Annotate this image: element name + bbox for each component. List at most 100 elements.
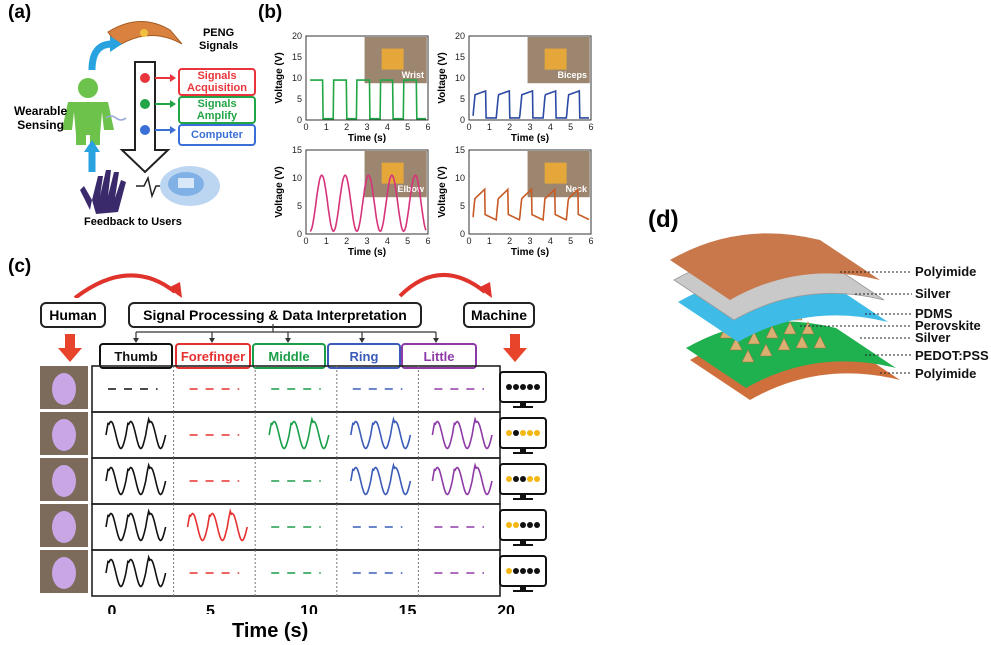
panel-c-label: (c) bbox=[8, 256, 32, 277]
computer-blob-icon bbox=[160, 166, 220, 206]
monitor-dot bbox=[506, 430, 512, 436]
gloved-hand-icon bbox=[52, 511, 76, 543]
green-dot-icon bbox=[140, 99, 150, 109]
gloved-hand-icon bbox=[52, 465, 76, 497]
bending-signal bbox=[105, 416, 167, 450]
ytick-label: 0 bbox=[460, 115, 465, 125]
plot-ylabel: Voltage (V) bbox=[437, 166, 448, 217]
bending-signal bbox=[268, 416, 330, 450]
layer-polyimide-top bbox=[670, 233, 880, 300]
monitor-dot bbox=[534, 384, 540, 390]
xtick-label: 6 bbox=[588, 236, 593, 246]
red-dot-icon bbox=[140, 73, 150, 83]
panel-a-diagram bbox=[62, 21, 220, 214]
ytick-label: 10 bbox=[455, 173, 465, 183]
monitor-dot bbox=[520, 522, 526, 528]
xtick-label: 5 bbox=[405, 122, 410, 132]
xtick-label: 1 bbox=[487, 122, 492, 132]
xtick-label: 4 bbox=[385, 236, 390, 246]
monitor-dot bbox=[527, 384, 533, 390]
finger-thumb: Thumb bbox=[99, 343, 173, 369]
photo-site-label: Neck bbox=[565, 184, 588, 194]
gesture-row bbox=[40, 411, 547, 459]
ytick-label: 15 bbox=[292, 145, 302, 155]
xtick-label: 2 bbox=[344, 122, 349, 132]
plot-xlabel: Time (s) bbox=[348, 133, 386, 144]
panel-c-connectors bbox=[58, 324, 527, 362]
xtick-label: 1 bbox=[324, 236, 329, 246]
monitor-dot bbox=[534, 568, 540, 574]
monitor-base bbox=[513, 590, 533, 592]
row-frame bbox=[91, 457, 501, 505]
photo-site-label: Biceps bbox=[557, 70, 587, 80]
monitor-dot bbox=[520, 430, 526, 436]
machine-box: Machine bbox=[463, 302, 535, 328]
panel-d-label: (d) bbox=[648, 206, 679, 233]
xtick-label: 5 bbox=[568, 122, 573, 132]
gloved-hand-icon bbox=[52, 557, 76, 589]
ytick-label: 5 bbox=[297, 94, 302, 104]
ytick-label: 20 bbox=[292, 31, 302, 41]
monitor-stand bbox=[520, 494, 526, 498]
ytick-label: 15 bbox=[455, 52, 465, 62]
xtick-label: 20 bbox=[497, 603, 515, 614]
sensor-photo-icon bbox=[544, 48, 567, 70]
xtick-label: 0 bbox=[108, 603, 117, 614]
layer-label-1: Polyimide bbox=[915, 264, 977, 279]
voltage-trace bbox=[472, 187, 590, 222]
voltage-trace bbox=[310, 79, 426, 120]
monitor-dot bbox=[527, 476, 533, 482]
monitor-base bbox=[513, 498, 533, 500]
layer-label-7: Polyimide bbox=[915, 366, 977, 381]
monitor-dot bbox=[506, 568, 512, 574]
monitor-stand bbox=[520, 402, 526, 406]
plot-ylabel: Voltage (V) bbox=[274, 52, 285, 103]
peng-line1: PENG bbox=[202, 27, 235, 39]
bending-signal bbox=[350, 416, 412, 450]
plot-ylabel: Voltage (V) bbox=[274, 166, 285, 217]
plot-xlabel: Time (s) bbox=[348, 247, 386, 258]
down-arrow-right-icon bbox=[510, 334, 520, 350]
monitor-dot bbox=[520, 568, 526, 574]
monitor-base bbox=[513, 452, 533, 454]
xtick-label: 0 bbox=[466, 236, 471, 246]
signal-pulse-icon bbox=[136, 175, 166, 199]
bending-signal bbox=[186, 508, 248, 542]
peng-electrode-icon bbox=[140, 29, 148, 37]
panel-d-stack bbox=[670, 233, 912, 400]
layer-label-6: PEDOT:PSS bbox=[915, 348, 989, 363]
xtick-label: 4 bbox=[385, 122, 390, 132]
ytick-label: 5 bbox=[460, 94, 465, 104]
xtick-label: 0 bbox=[466, 122, 471, 132]
finger-forefinger: Forefinger bbox=[175, 343, 251, 369]
ytick-label: 10 bbox=[292, 73, 302, 83]
row-frame bbox=[91, 411, 501, 459]
monitor-dot bbox=[527, 522, 533, 528]
monitor-dot bbox=[534, 476, 540, 482]
xtick-label: 0 bbox=[303, 122, 308, 132]
sensor-photo-icon bbox=[544, 162, 567, 184]
bending-signal bbox=[431, 416, 493, 450]
voltage-trace bbox=[309, 174, 427, 233]
sensor-photo-icon bbox=[381, 162, 404, 184]
wave-icon bbox=[105, 115, 127, 121]
step-2-line1: Signals bbox=[197, 98, 237, 110]
bending-signal bbox=[350, 462, 412, 496]
xtick-label: 5 bbox=[568, 236, 573, 246]
panel-c-arrows bbox=[73, 272, 492, 298]
peng-line2: Signals bbox=[199, 40, 239, 52]
xtick-label: 15 bbox=[399, 603, 417, 614]
signals-amplify-box: Signals Amplify bbox=[178, 96, 256, 124]
arrow-human-to-process-icon bbox=[73, 273, 177, 298]
voltage-plot-wrist: Wrist 0 5 10 15 20 0 1 2 3 4 5 6 Time (s) Voltage (V) bbox=[274, 31, 431, 144]
monitor-dot bbox=[506, 476, 512, 482]
monitor-dot bbox=[527, 568, 533, 574]
plot-ylabel: Voltage (V) bbox=[437, 52, 448, 103]
xtick-label: 6 bbox=[588, 122, 593, 132]
gesture-row bbox=[40, 457, 547, 505]
voltage-plot-neck: Neck 0 5 10 15 0 1 2 3 4 5 6 Time (s) Voltage (V) bbox=[437, 145, 594, 258]
xtick-label: 1 bbox=[487, 236, 492, 246]
step-1-line2: Acquisition bbox=[187, 82, 247, 94]
xtick-label: 2 bbox=[344, 236, 349, 246]
bending-signal bbox=[105, 508, 167, 542]
